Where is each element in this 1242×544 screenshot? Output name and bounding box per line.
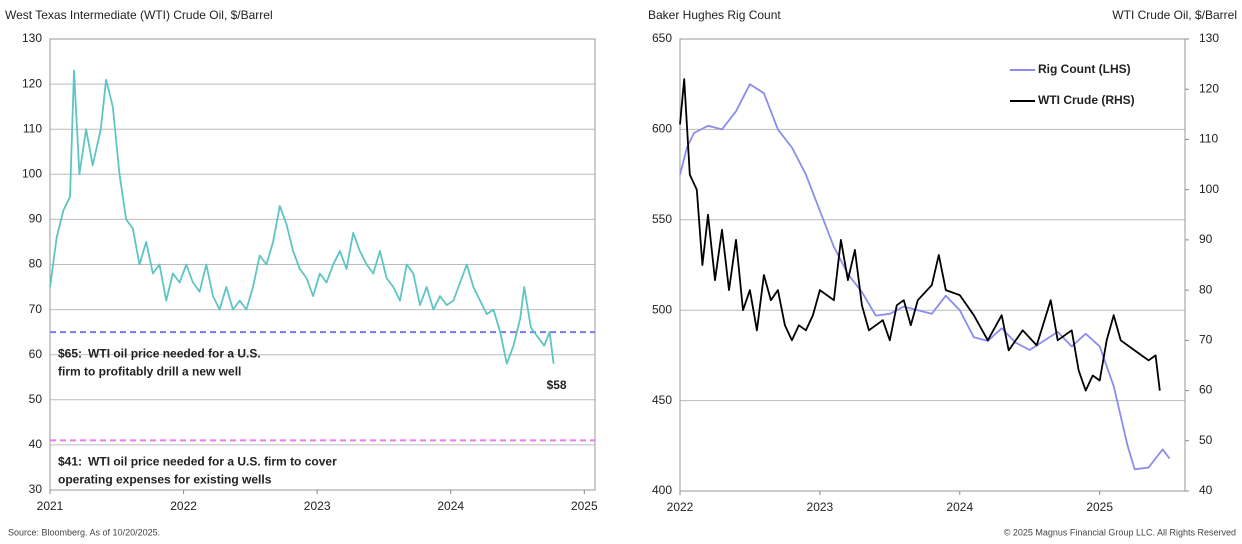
y-tick-label: 90 <box>29 212 43 226</box>
x-tick-label: 2023 <box>304 499 331 513</box>
y-tick-label: 550 <box>652 212 672 226</box>
reference-value: $65: <box>58 346 82 360</box>
legend-label: Rig Count (LHS) <box>1038 62 1131 76</box>
x-tick-label: 2025 <box>571 499 598 513</box>
y-tick-label: 30 <box>29 482 43 496</box>
y-tick-label: 650 <box>652 31 672 45</box>
reference-note: firm to profitably drill a new well <box>58 364 241 378</box>
series-line <box>679 78 1161 392</box>
y2-title: WTI Crude Oil, $/Barrel <box>1112 8 1237 22</box>
end-label: $58 <box>547 378 567 392</box>
x-tick-label: 2021 <box>37 499 64 513</box>
y-tick-label: 100 <box>22 166 42 180</box>
y2-tick-label: 50 <box>1199 433 1213 447</box>
x-tick-label: 2025 <box>1086 500 1113 514</box>
y2-tick-label: 90 <box>1199 232 1213 246</box>
source-note: Source: Bloomberg. As of 10/20/2025. <box>8 527 160 537</box>
chart-title: West Texas Intermediate (WTI) Crude Oil,… <box>5 8 273 22</box>
y-tick-label: 450 <box>652 393 672 407</box>
y2-tick-label: 110 <box>1199 132 1218 146</box>
y-tick-label: 70 <box>29 302 43 316</box>
y-tick-label: 600 <box>652 122 672 136</box>
y2-tick-label: 100 <box>1199 182 1219 196</box>
y-tick-label: 130 <box>22 31 42 45</box>
x-tick-label: 2024 <box>437 499 464 513</box>
y2-tick-label: 40 <box>1199 483 1213 497</box>
chart-title: Baker Hughes Rig Count <box>648 8 781 22</box>
y-tick-label: 40 <box>29 437 43 451</box>
y-tick-label: 120 <box>22 76 42 90</box>
y2-tick-label: 120 <box>1199 81 1219 95</box>
y2-tick-label: 60 <box>1199 383 1213 397</box>
y-tick-label: 110 <box>23 121 42 135</box>
legend-label: WTI Crude (RHS) <box>1038 93 1135 107</box>
y-tick-label: 50 <box>29 392 43 406</box>
reference-note: WTI oil price needed for a U.S. <box>88 346 261 360</box>
y-tick-label: 500 <box>652 302 672 316</box>
y2-tick-label: 80 <box>1199 282 1213 296</box>
y2-tick-label: 130 <box>1199 31 1219 45</box>
plot-frame <box>49 38 596 491</box>
y-tick-label: 60 <box>29 347 43 361</box>
y2-tick-label: 70 <box>1199 333 1213 347</box>
series-line <box>679 83 1171 471</box>
plot-frame <box>679 38 1186 492</box>
reference-note: WTI oil price needed for a U.S. firm to … <box>88 455 337 469</box>
x-tick-label: 2023 <box>807 500 834 514</box>
reference-value: $41: <box>58 455 82 469</box>
y-tick-label: 400 <box>652 483 672 497</box>
y-tick-label: 80 <box>29 257 43 271</box>
x-tick-label: 2022 <box>170 499 197 513</box>
copyright: © 2025 Magnus Financial Group LLC. All R… <box>1004 527 1236 537</box>
x-tick-label: 2022 <box>667 500 694 514</box>
reference-note: operating expenses for existing wells <box>58 473 272 487</box>
series-line <box>49 69 555 365</box>
x-tick-label: 2024 <box>946 500 973 514</box>
